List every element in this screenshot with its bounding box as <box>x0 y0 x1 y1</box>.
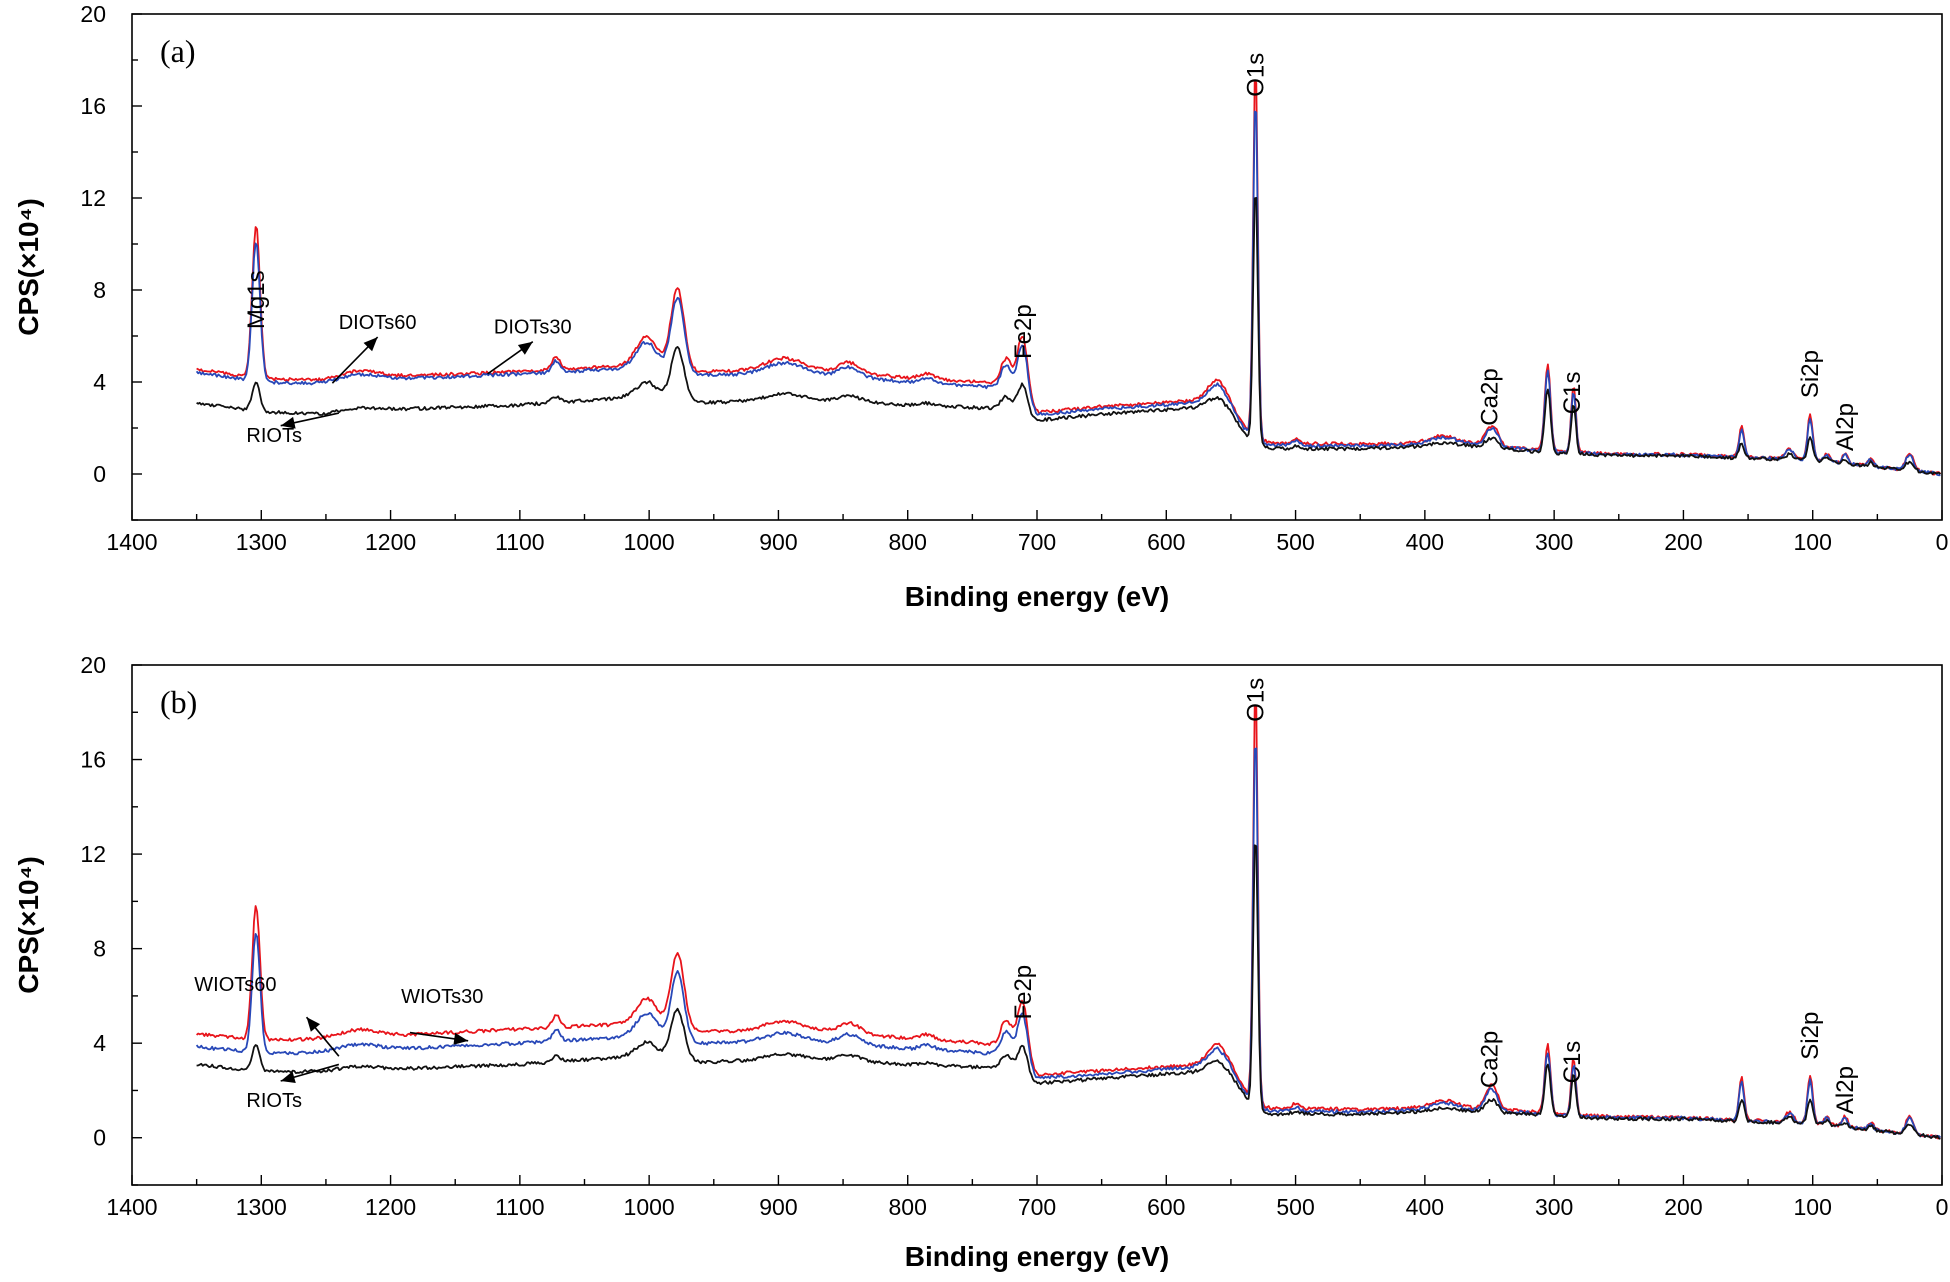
x-tick-label: 500 <box>1276 529 1314 555</box>
x-tick-label: 400 <box>1406 1194 1444 1220</box>
x-tick-label: 900 <box>759 1194 797 1220</box>
x-tick-label: 1000 <box>624 529 675 555</box>
x-tick-label: 1200 <box>365 1194 416 1220</box>
x-tick-label: 1100 <box>495 529 544 555</box>
peak-label: C1s <box>1559 1041 1586 1084</box>
sample-label: WIOTs60 <box>194 974 276 996</box>
x-tick-label: 600 <box>1147 1194 1185 1220</box>
x-tick-label: 900 <box>759 529 797 555</box>
arrow-head <box>363 337 378 352</box>
y-tick-label: 4 <box>93 369 106 395</box>
x-tick-label: 100 <box>1794 1194 1832 1220</box>
peak-label: C1s <box>1559 372 1586 415</box>
x-tick-label: 300 <box>1535 529 1573 555</box>
sample-label: WIOTs30 <box>401 986 483 1008</box>
sample-label: DIOTs30 <box>494 317 572 339</box>
y-tick-label: 20 <box>80 1 106 27</box>
x-tick-label: 100 <box>1794 529 1832 555</box>
x-tick-label: 1400 <box>106 529 157 555</box>
y-axis-title: CPS(×10⁴) <box>13 198 44 336</box>
x-tick-label: 700 <box>1018 529 1056 555</box>
series-line-1 <box>195 110 1941 477</box>
plot-frame <box>131 13 1943 521</box>
x-tick-label: 1300 <box>236 529 287 555</box>
peak-label: Ca2p <box>1477 1031 1504 1088</box>
x-tick-label: 1400 <box>106 1194 157 1220</box>
y-tick-label: 8 <box>93 277 106 303</box>
x-tick-label: 1200 <box>365 529 416 555</box>
panel-a: 1400 1300 1200 1100 1000 900 800 700 600 500 400 30… <box>13 1 1948 612</box>
arrow-head <box>517 341 533 355</box>
peak-label: Ca2p <box>1477 368 1504 425</box>
x-tick-label: 800 <box>889 529 927 555</box>
y-tick-label: 20 <box>80 652 106 678</box>
series-line-0 <box>196 704 1941 1140</box>
sample-label: RIOTs <box>246 1090 302 1112</box>
y-tick-label: 0 <box>93 461 106 487</box>
peak-label: Fe2p <box>1010 965 1037 1020</box>
x-tick-label: 200 <box>1664 529 1702 555</box>
y-tick-label: 12 <box>80 841 106 867</box>
peak-label: Fe2p <box>1010 304 1037 359</box>
sample-label: DIOTs60 <box>339 312 417 334</box>
x-tick-label: 1100 <box>495 1194 544 1220</box>
x-tick-label: 600 <box>1147 529 1185 555</box>
x-tick-label: 1300 <box>236 1194 287 1220</box>
peak-label: Al2p <box>1832 403 1859 451</box>
peak-label: Si2p <box>1797 1012 1824 1060</box>
x-axis-title: Binding energy (eV) <box>905 581 1169 612</box>
x-tick-label: 300 <box>1535 1194 1573 1220</box>
x-axis-title: Binding energy (eV) <box>905 1241 1169 1272</box>
peak-label: Si2p <box>1797 350 1824 398</box>
x-tick-label: 1000 <box>624 1194 675 1220</box>
arrow-head <box>306 1017 321 1032</box>
peak-label: Al2p <box>1832 1066 1859 1114</box>
plot-frame <box>131 664 1943 1186</box>
panel-label: (b) <box>160 684 197 720</box>
y-tick-label: 4 <box>93 1030 106 1056</box>
x-tick-label: 400 <box>1406 529 1444 555</box>
arrow-head <box>280 1071 296 1083</box>
x-tick-label: 800 <box>889 1194 927 1220</box>
y-tick-label: 12 <box>80 185 106 211</box>
series-line-2 <box>196 197 1942 475</box>
series-line-2 <box>196 844 1941 1140</box>
y-tick-label: 16 <box>80 747 106 773</box>
x-tick-label: 0 <box>1936 529 1949 555</box>
peak-label: Mg1s <box>243 270 270 329</box>
peak-label: O1s <box>1242 678 1269 722</box>
arrow-head <box>280 416 296 429</box>
panel-b: 1400 1300 1200 1100 1000 900 800 700 600 500 400 30… <box>13 652 1948 1272</box>
arrow-head <box>453 1032 469 1045</box>
y-axis-title: CPS(×10⁴) <box>13 856 44 994</box>
y-tick-label: 0 <box>93 1125 106 1151</box>
x-tick-label: 500 <box>1276 1194 1314 1220</box>
panel-label: (a) <box>160 33 196 69</box>
y-tick-label: 16 <box>80 93 106 119</box>
sample-label: RIOTs <box>246 425 302 447</box>
x-tick-label: 0 <box>1936 1194 1949 1220</box>
peak-label: O1s <box>1242 53 1269 97</box>
x-tick-label: 700 <box>1018 1194 1056 1220</box>
y-tick-label: 8 <box>93 936 106 962</box>
x-tick-label: 200 <box>1664 1194 1702 1220</box>
